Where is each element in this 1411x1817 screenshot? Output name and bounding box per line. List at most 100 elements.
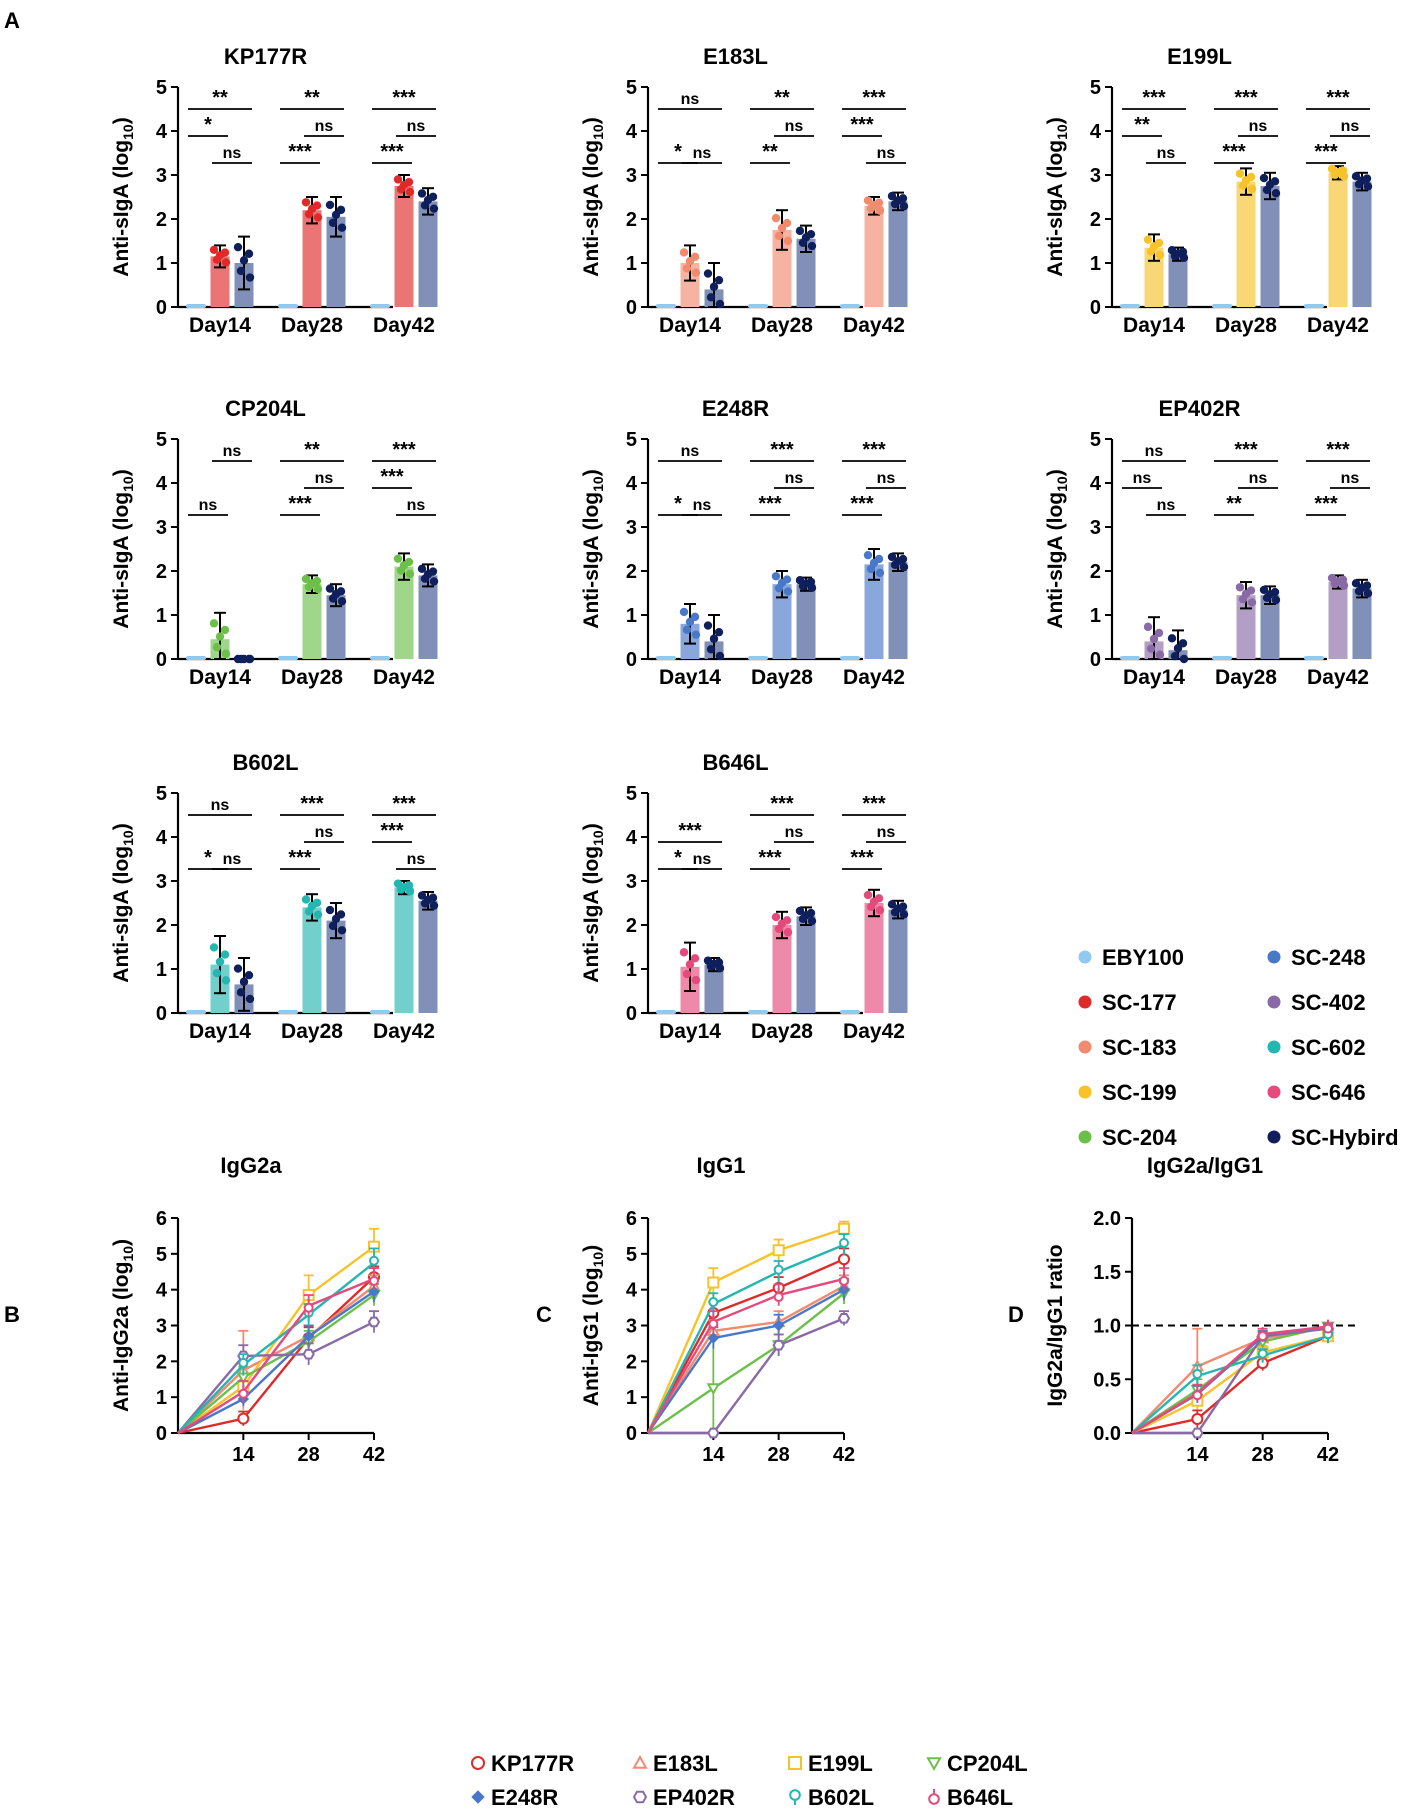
panel-letter-c: C xyxy=(536,1302,552,1327)
charts-layer: KP177R 0 1 2 3 4 5 Anti-sIgA (log10) Day14 Day28 D… xyxy=(110,44,1373,1466)
data-point xyxy=(863,196,873,205)
data-point xyxy=(399,180,409,190)
data-point xyxy=(1333,167,1343,177)
y-axis-label: Anti-sIgA (log10) xyxy=(110,469,136,628)
data-point xyxy=(423,895,433,905)
significance-label: *** xyxy=(380,466,404,488)
x-tick-label: Day42 xyxy=(843,1020,905,1043)
panel-letter-d: D xyxy=(1008,1302,1024,1327)
y-tick-label: 1 xyxy=(626,1387,637,1409)
bar-sc-hybird-day42 xyxy=(418,201,438,307)
marker-diamond xyxy=(707,1332,720,1344)
bar-sc-204-day28 xyxy=(302,584,322,659)
significance-label: *** xyxy=(392,87,416,109)
legend-label-sc-646: SC-646 xyxy=(1291,1080,1366,1105)
data-point xyxy=(325,584,335,593)
significance-label: *** xyxy=(1142,87,1166,109)
data-point xyxy=(795,226,805,236)
y-tick-label: 1.0 xyxy=(1093,1316,1121,1338)
data-point xyxy=(337,926,347,935)
y-tick-label: 5 xyxy=(626,783,637,805)
x-tick-label: Day14 xyxy=(189,314,251,337)
marker-drop xyxy=(1192,1390,1203,1401)
marker-hexagon xyxy=(632,1790,648,1804)
data-point xyxy=(715,651,725,661)
bar-eby100-day28 xyxy=(748,1010,768,1014)
y-tick-label: 3 xyxy=(626,1316,637,1338)
chart-title: E183L xyxy=(703,44,768,69)
x-tick-label: Day14 xyxy=(189,666,251,689)
significance-label: ** xyxy=(762,141,778,163)
data-point xyxy=(869,200,879,210)
data-point xyxy=(245,654,255,664)
bar-sc-602-day28 xyxy=(302,907,322,1013)
y-tick-label: 2 xyxy=(156,1351,167,1373)
marker-pin xyxy=(1192,1369,1203,1380)
chart-b646l: B646L 0 1 2 3 4 5 Anti-sIgA (log10) Day14 Day28 Da… xyxy=(580,750,909,1043)
significance-label: *** xyxy=(758,847,782,869)
data-point xyxy=(801,579,811,588)
y-tick-label: 4 xyxy=(626,473,638,495)
y-tick-label: 2 xyxy=(156,561,167,583)
data-point xyxy=(783,587,793,596)
significance-label: *** xyxy=(1326,439,1350,461)
data-point xyxy=(777,919,787,928)
data-point xyxy=(1333,577,1343,586)
data-point xyxy=(691,975,701,985)
bar-eby100-day42 xyxy=(840,1010,860,1014)
data-point xyxy=(429,577,439,586)
bar-sc-hybird-day42 xyxy=(418,575,438,659)
chart-title: KP177R xyxy=(224,44,307,69)
data-point xyxy=(715,964,725,973)
series-line-e183l xyxy=(646,1285,845,1434)
data-point xyxy=(887,900,897,909)
significance-label: *** xyxy=(862,793,886,815)
bar-eby100-day14 xyxy=(1120,304,1140,308)
bar-sc-hybird-day14 xyxy=(704,964,724,1013)
data-point xyxy=(1235,169,1245,178)
y-tick-label: 5 xyxy=(156,77,167,99)
y-tick-label: 0.5 xyxy=(1093,1369,1121,1391)
data-point xyxy=(337,597,347,606)
significance-label: *** xyxy=(862,87,886,109)
y-tick-label: 1.5 xyxy=(1093,1262,1121,1284)
x-tick-label: Day28 xyxy=(281,666,343,689)
x-tick-label: 14 xyxy=(1186,1444,1209,1466)
data-point xyxy=(709,282,719,291)
x-tick-label: Day42 xyxy=(1307,666,1369,689)
x-tick-label: Day42 xyxy=(1307,314,1369,337)
significance-label: ns xyxy=(693,145,712,162)
data-point xyxy=(801,911,811,920)
data-point xyxy=(1339,172,1349,181)
series-line-cp204l xyxy=(647,1292,845,1434)
data-point xyxy=(209,619,219,628)
data-point xyxy=(1149,242,1159,251)
data-point xyxy=(328,218,338,227)
marker-hexagon xyxy=(302,1348,315,1360)
data-point xyxy=(301,895,311,904)
chart-title: IgG2a xyxy=(220,1153,282,1178)
marker-hexagon xyxy=(837,1313,851,1324)
y-axis-label: IgG2a/IgG1 ratio xyxy=(1044,1244,1067,1406)
y-tick-label: 0 xyxy=(1090,297,1101,319)
x-tick-label: Day28 xyxy=(1215,314,1277,337)
data-point xyxy=(417,891,427,900)
legend-label-eby100: EBY100 xyxy=(1102,945,1184,970)
bar-sc-hybird-day28 xyxy=(796,916,816,1013)
x-tick-label: Day42 xyxy=(843,666,905,689)
data-point xyxy=(215,957,225,966)
data-point xyxy=(1357,583,1367,592)
data-point xyxy=(1146,644,1156,653)
data-point xyxy=(714,627,724,637)
bar-sc-hybird-day28 xyxy=(796,238,816,307)
significance-label: ns xyxy=(1157,497,1176,514)
y-tick-label: 0 xyxy=(156,297,167,319)
bar-sc-248-day28 xyxy=(772,584,792,659)
significance-label: ns xyxy=(407,118,426,135)
y-tick-label: 5 xyxy=(156,1244,167,1266)
data-point xyxy=(220,950,230,959)
legend-label-sc-204: SC-204 xyxy=(1102,1125,1177,1150)
data-point xyxy=(244,970,254,980)
significance-label: *** xyxy=(862,439,886,461)
